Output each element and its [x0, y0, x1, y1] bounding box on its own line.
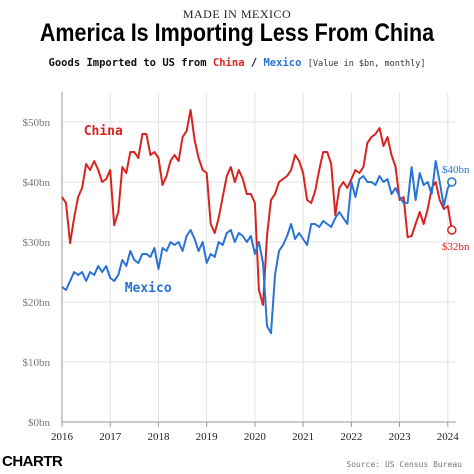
source-note: Source: US Census Bureau [346, 460, 462, 469]
x-tick-label: 2021 [292, 431, 314, 443]
series-name-label-mexico: Mexico [125, 281, 172, 296]
y-tick-label: $20bn [23, 297, 51, 309]
x-tick-label: 2022 [340, 431, 362, 443]
axis-layer: $0bn $10bn $20bn $30bn $40bn $50bn 2016 2017 201… [23, 92, 460, 443]
end-label-china: $32bn [442, 241, 470, 253]
y-tick-label: $30bn [23, 237, 51, 249]
series-layer [61, 109, 457, 335]
subtitle-units-note: [Value in $bn, monthly] [307, 59, 426, 69]
y-tick-label: $0bn [28, 417, 51, 429]
series-name-label-china: China [84, 124, 123, 139]
subtitle-mexico: Mexico [263, 57, 302, 69]
y-tick-label: $50bn [23, 117, 51, 129]
x-tick-label: 2023 [389, 431, 412, 443]
subtitle-separator: / [244, 57, 264, 69]
x-tick-label: 2019 [196, 431, 219, 443]
x-tick-label: 2017 [99, 431, 122, 443]
grid-layer [61, 92, 456, 423]
x-tick-label: 2016 [51, 431, 74, 443]
subtitle-china: China [212, 57, 245, 69]
y-tick-label: $10bn [23, 357, 51, 369]
subtitle-prefix: Goods Imported to US from [48, 57, 207, 69]
end-marker-mexico [447, 177, 457, 187]
chart-title: America Is Importing Less From China [39, 19, 435, 47]
series-line-mexico [61, 160, 453, 335]
y-tick-label: $40bn [23, 177, 51, 189]
end-label-mexico: $40bn [442, 164, 470, 176]
x-tick-label: 2020 [244, 431, 267, 443]
chartr-logo: CHARTR [2, 453, 63, 470]
chart-subtitle: Goods Imported to US from China / Mexico… [0, 57, 474, 69]
chart-kicker: MADE IN MEXICO [182, 7, 292, 21]
end-marker-china [447, 225, 457, 235]
x-tick-label: 2024 [437, 431, 460, 443]
label-layer: $32bn $40bn China Mexico [84, 124, 470, 296]
series-line-china [61, 109, 453, 306]
x-tick-label: 2018 [147, 431, 170, 443]
